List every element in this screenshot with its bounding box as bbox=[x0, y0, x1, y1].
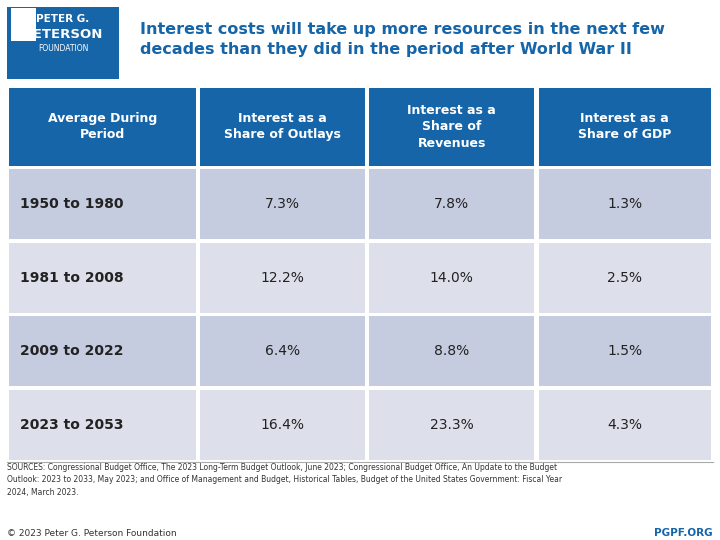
Text: FOUNDATION: FOUNDATION bbox=[38, 44, 88, 53]
FancyBboxPatch shape bbox=[9, 169, 196, 239]
FancyBboxPatch shape bbox=[200, 169, 365, 239]
FancyBboxPatch shape bbox=[200, 390, 365, 460]
Text: 14.0%: 14.0% bbox=[430, 271, 474, 285]
FancyBboxPatch shape bbox=[9, 316, 196, 386]
Text: 1981 to 2008: 1981 to 2008 bbox=[20, 271, 124, 285]
Text: 8.8%: 8.8% bbox=[434, 344, 469, 358]
Text: SOURCES: Congressional Budget Office, The 2023 Long-Term Budget Outlook, June 20: SOURCES: Congressional Budget Office, Th… bbox=[7, 463, 562, 497]
FancyBboxPatch shape bbox=[11, 8, 36, 40]
FancyBboxPatch shape bbox=[369, 169, 534, 239]
FancyBboxPatch shape bbox=[7, 7, 119, 79]
Text: Average During
Period: Average During Period bbox=[48, 112, 157, 141]
Text: 12.2%: 12.2% bbox=[261, 271, 305, 285]
FancyBboxPatch shape bbox=[539, 242, 711, 313]
Text: Interest costs will take up more resources in the next few
decades than they did: Interest costs will take up more resourc… bbox=[140, 22, 665, 57]
Text: 16.4%: 16.4% bbox=[261, 418, 305, 432]
FancyBboxPatch shape bbox=[539, 87, 711, 166]
Text: 1.3%: 1.3% bbox=[607, 197, 642, 211]
Text: PGPF.ORG: PGPF.ORG bbox=[654, 529, 713, 538]
FancyBboxPatch shape bbox=[200, 316, 365, 386]
Text: 7.3%: 7.3% bbox=[265, 197, 300, 211]
Text: 1950 to 1980: 1950 to 1980 bbox=[20, 197, 123, 211]
FancyBboxPatch shape bbox=[369, 87, 534, 166]
FancyBboxPatch shape bbox=[539, 390, 711, 460]
FancyBboxPatch shape bbox=[9, 87, 196, 166]
FancyBboxPatch shape bbox=[200, 242, 365, 313]
Text: 1.5%: 1.5% bbox=[607, 344, 642, 358]
FancyBboxPatch shape bbox=[9, 242, 196, 313]
Text: © 2023 Peter G. Peterson Foundation: © 2023 Peter G. Peterson Foundation bbox=[7, 529, 177, 538]
Text: 2009 to 2022: 2009 to 2022 bbox=[20, 344, 123, 358]
Text: 7.8%: 7.8% bbox=[434, 197, 469, 211]
FancyBboxPatch shape bbox=[369, 316, 534, 386]
Text: 4.3%: 4.3% bbox=[607, 418, 642, 432]
Text: 6.4%: 6.4% bbox=[265, 344, 300, 358]
FancyBboxPatch shape bbox=[369, 242, 534, 313]
FancyBboxPatch shape bbox=[539, 316, 711, 386]
Text: PETER G.: PETER G. bbox=[37, 14, 89, 24]
Text: Interest as a
Share of Outlays: Interest as a Share of Outlays bbox=[224, 112, 341, 141]
FancyBboxPatch shape bbox=[539, 169, 711, 239]
Text: 2023 to 2053: 2023 to 2053 bbox=[20, 418, 123, 432]
FancyBboxPatch shape bbox=[200, 87, 365, 166]
FancyBboxPatch shape bbox=[369, 390, 534, 460]
Text: Interest as a
Share of GDP: Interest as a Share of GDP bbox=[578, 112, 671, 141]
Text: PETERSON: PETERSON bbox=[23, 28, 103, 41]
Text: 23.3%: 23.3% bbox=[430, 418, 474, 432]
Text: Interest as a
Share of
Revenues: Interest as a Share of Revenues bbox=[408, 104, 496, 150]
Text: 2.5%: 2.5% bbox=[607, 271, 642, 285]
FancyBboxPatch shape bbox=[9, 390, 196, 460]
